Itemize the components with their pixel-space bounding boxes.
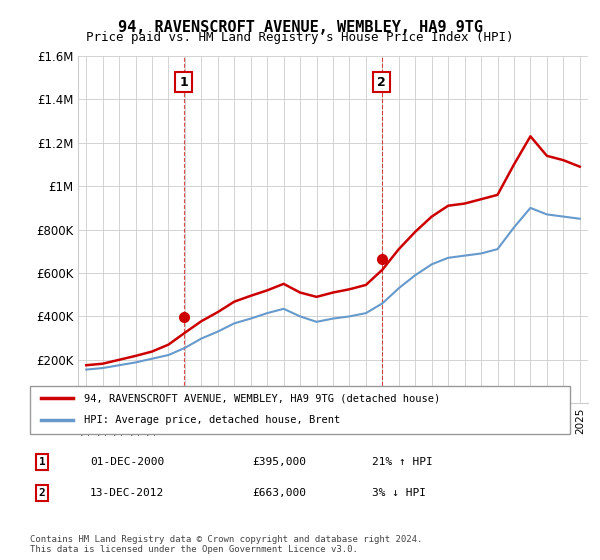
Text: 94, RAVENSCROFT AVENUE, WEMBLEY, HA9 9TG (detached house): 94, RAVENSCROFT AVENUE, WEMBLEY, HA9 9TG…	[84, 393, 440, 403]
Text: 01-DEC-2000: 01-DEC-2000	[90, 457, 164, 467]
Text: 1: 1	[38, 457, 46, 467]
Text: 2: 2	[377, 76, 386, 88]
Text: 1: 1	[179, 76, 188, 88]
Text: 13-DEC-2012: 13-DEC-2012	[90, 488, 164, 498]
Text: 3% ↓ HPI: 3% ↓ HPI	[372, 488, 426, 498]
FancyBboxPatch shape	[30, 386, 570, 434]
Text: £395,000: £395,000	[252, 457, 306, 467]
Text: 21% ↑ HPI: 21% ↑ HPI	[372, 457, 433, 467]
Text: 94, RAVENSCROFT AVENUE, WEMBLEY, HA9 9TG: 94, RAVENSCROFT AVENUE, WEMBLEY, HA9 9TG	[118, 20, 482, 35]
Text: 2: 2	[38, 488, 46, 498]
Text: £663,000: £663,000	[252, 488, 306, 498]
Text: Contains HM Land Registry data © Crown copyright and database right 2024.
This d: Contains HM Land Registry data © Crown c…	[30, 535, 422, 554]
Text: Price paid vs. HM Land Registry's House Price Index (HPI): Price paid vs. HM Land Registry's House …	[86, 31, 514, 44]
Text: HPI: Average price, detached house, Brent: HPI: Average price, detached house, Bren…	[84, 415, 340, 424]
